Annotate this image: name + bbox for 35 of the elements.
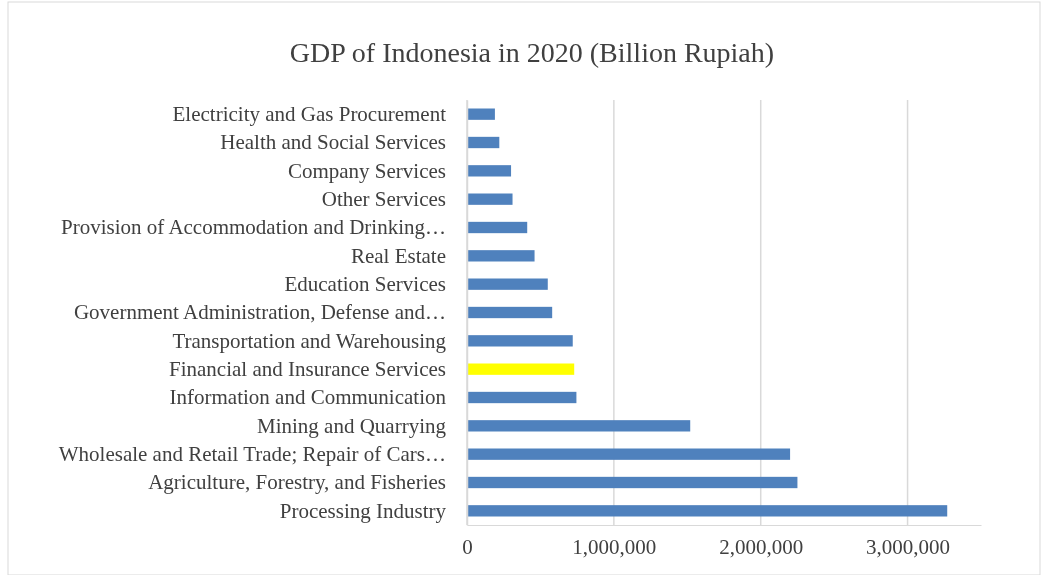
bar (467, 278, 548, 290)
bar (467, 420, 691, 432)
bar (467, 391, 577, 404)
y-tick-label: Wholesale and Retail Trade; Repair of Cars… (58, 441, 446, 466)
x-tick-label: 1,000,000 (572, 534, 657, 559)
bar (467, 165, 512, 177)
bar (467, 363, 575, 375)
y-tick-label: Health and Social Services (220, 130, 446, 155)
bar (467, 306, 553, 319)
bar (467, 476, 798, 489)
y-tick-label: Company Services (287, 158, 446, 183)
bar (467, 108, 495, 120)
bar (467, 136, 500, 149)
y-tick-label: Processing Industry (279, 498, 447, 523)
bar (467, 250, 535, 262)
bar (467, 221, 528, 234)
bar (467, 448, 791, 460)
y-tick-label: Real Estate (350, 243, 446, 268)
bar (467, 505, 948, 517)
bar (467, 193, 513, 205)
x-tick-label: 2,000,000 (719, 534, 804, 559)
y-tick-label: Agriculture, Forestry, and Fisheries (148, 470, 446, 495)
y-tick-label: Financial and Insurance Services (169, 356, 446, 381)
x-tick-label: 3,000,000 (866, 534, 951, 559)
y-tick-label: Information and Communication (169, 385, 447, 410)
y-tick-label: Electricity and Gas Procurement (172, 101, 447, 126)
y-tick-label: Provision of Accommodation and Drinking… (61, 215, 446, 240)
y-tick-label: Education Services (284, 271, 446, 296)
y-tick-label: Transportation and Warehousing (172, 328, 447, 353)
bar (467, 335, 573, 347)
x-tick-label: 0 (462, 534, 473, 559)
y-tick-label: Government Administration, Defense and… (73, 300, 446, 325)
y-tick-label: Other Services (321, 186, 446, 211)
chart-title: GDP of Indonesia in 2020 (Billion Rupiah) (289, 37, 775, 68)
y-tick-label: Mining and Quarrying (257, 413, 447, 438)
